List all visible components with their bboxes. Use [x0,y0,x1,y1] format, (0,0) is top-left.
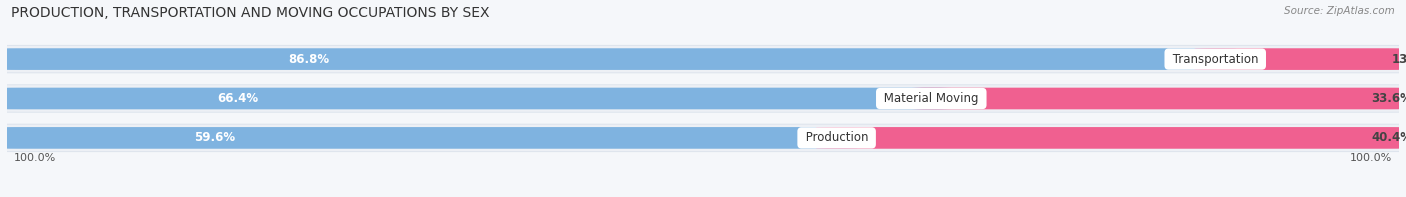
FancyBboxPatch shape [0,124,1406,152]
Text: 40.4%: 40.4% [1371,131,1406,144]
Text: 66.4%: 66.4% [218,92,259,105]
FancyBboxPatch shape [0,48,1236,70]
FancyBboxPatch shape [815,127,1406,149]
Text: Material Moving: Material Moving [880,92,983,105]
FancyBboxPatch shape [0,125,1406,151]
Text: Transportation: Transportation [1168,53,1261,66]
FancyBboxPatch shape [0,46,1406,72]
Text: 59.6%: 59.6% [194,131,235,144]
FancyBboxPatch shape [0,88,952,109]
Text: PRODUCTION, TRANSPORTATION AND MOVING OCCUPATIONS BY SEX: PRODUCTION, TRANSPORTATION AND MOVING OC… [11,6,489,20]
Text: Production: Production [801,131,872,144]
FancyBboxPatch shape [1194,48,1406,70]
Text: 33.6%: 33.6% [1372,92,1406,105]
FancyBboxPatch shape [0,127,858,149]
Text: Source: ZipAtlas.com: Source: ZipAtlas.com [1284,6,1395,16]
FancyBboxPatch shape [0,84,1406,113]
Text: 100.0%: 100.0% [1350,153,1392,163]
FancyBboxPatch shape [0,45,1406,73]
Text: 86.8%: 86.8% [288,53,329,66]
Text: 13.2%: 13.2% [1392,53,1406,66]
FancyBboxPatch shape [0,85,1406,112]
Text: 100.0%: 100.0% [14,153,56,163]
FancyBboxPatch shape [911,88,1406,109]
